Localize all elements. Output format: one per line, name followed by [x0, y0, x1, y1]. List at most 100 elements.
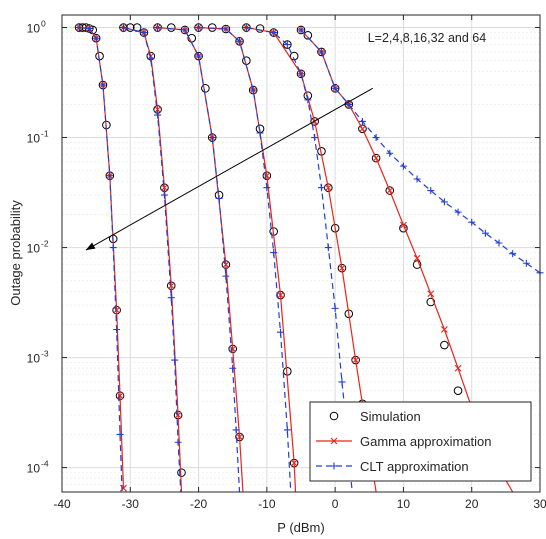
simulation-point	[269, 28, 278, 37]
clt-point	[106, 172, 114, 180]
clt-point	[454, 208, 462, 216]
simulation-point	[310, 117, 319, 126]
simulation-point	[194, 51, 203, 61]
x-tick-label: -30	[122, 497, 140, 511]
gamma-point	[441, 326, 448, 333]
clt-point	[283, 426, 291, 434]
grid	[62, 15, 540, 493]
simulation-point	[139, 28, 149, 37]
gamma-point	[427, 290, 435, 298]
y-tick-label: 10	[27, 132, 41, 146]
clt-point	[297, 26, 305, 34]
clt-point	[331, 304, 339, 312]
simulation-point	[329, 411, 339, 421]
legend-label: Gamma approximation	[360, 434, 492, 449]
clt-point	[509, 250, 517, 258]
legend-item: CLT approximation	[316, 459, 469, 474]
clt-point	[229, 364, 237, 372]
simulation-point	[426, 297, 436, 307]
simulation-point	[166, 23, 176, 32]
clt-point	[249, 86, 257, 94]
y-tick-label: 10	[27, 22, 41, 36]
legend-label: Simulation	[360, 409, 421, 424]
clt-point	[338, 378, 346, 386]
clt-point	[481, 229, 489, 237]
x-tick-label: 20	[465, 497, 479, 511]
clt-point	[232, 426, 240, 434]
annotation-arrow	[85, 87, 373, 251]
gamma-point	[113, 306, 121, 314]
gamma-point	[116, 392, 124, 400]
y-tick-label: 10	[27, 352, 41, 366]
clt-point	[331, 84, 339, 92]
clt-point	[195, 24, 203, 32]
x-tick-label: 10	[397, 497, 411, 511]
simulation-point	[296, 69, 306, 79]
clt-point	[99, 81, 107, 89]
gamma-point	[324, 184, 332, 192]
simulation-point	[303, 31, 313, 40]
simulation-point	[242, 23, 251, 32]
annotation-label: L=2,4,8,16,32 and 64	[368, 31, 487, 45]
simulation-point	[296, 25, 306, 35]
simulation-point	[255, 24, 265, 33]
simulation-point	[235, 36, 244, 46]
legend: Simulation Gamma approximation CLT approxi…	[309, 401, 532, 482]
gamma-curve	[198, 26, 297, 493]
legend-item: Simulation	[329, 409, 421, 424]
clt-point	[304, 96, 312, 104]
clt-point	[215, 194, 223, 202]
clt-point	[174, 438, 182, 446]
legend-label: CLT approximation	[360, 459, 469, 474]
clt-point	[222, 25, 230, 33]
clt-point	[256, 129, 264, 137]
clt-point	[109, 244, 117, 252]
clt-point	[119, 24, 127, 32]
clt-point	[283, 41, 291, 49]
simulation-point	[385, 186, 395, 195]
clt-point	[413, 175, 421, 183]
clt-point	[116, 430, 124, 438]
gamma-point	[174, 411, 182, 419]
simulation-point	[119, 23, 128, 32]
legend-item: Gamma approximation	[316, 434, 492, 449]
simulation-point	[177, 468, 186, 477]
y-tick-exponent: -1	[41, 129, 49, 139]
gamma-point	[359, 125, 366, 133]
gamma-point	[352, 356, 360, 364]
gamma-point	[413, 254, 421, 262]
plot-frame	[61, 14, 541, 493]
clt-point	[386, 149, 394, 157]
y-tick-exponent: -4	[41, 459, 49, 469]
gamma-point	[222, 261, 230, 268]
clt-point	[171, 356, 179, 364]
clt-point	[522, 259, 530, 267]
y-tick-exponent: -3	[41, 349, 49, 359]
gamma-point	[330, 437, 338, 445]
clt-point	[92, 34, 100, 42]
clt-point	[468, 218, 476, 226]
clt-point	[75, 24, 83, 32]
clt-point	[140, 29, 148, 37]
x-axis-ticks: -40 -30 -20 -10 0 10 20 30	[53, 15, 546, 511]
clt-point	[147, 55, 155, 63]
x-axis-label: P (dBm)	[277, 520, 324, 535]
clt-point	[277, 328, 285, 336]
gamma-point	[386, 187, 394, 194]
simulation-point	[283, 40, 292, 49]
clt-point	[399, 162, 407, 170]
x-tick-label: 0	[332, 497, 339, 511]
gamma-point	[277, 291, 284, 299]
clt-point	[263, 184, 271, 192]
y-tick-label: 10	[27, 242, 41, 256]
clt-point	[372, 134, 380, 142]
simulation-point	[453, 386, 463, 395]
clt-point	[297, 70, 305, 78]
clt-point	[113, 325, 121, 333]
gamma-point	[338, 264, 346, 272]
clt-point	[495, 239, 503, 247]
clt-point	[270, 29, 278, 37]
clt-point	[242, 24, 250, 32]
x-tick-label: -40	[53, 497, 71, 511]
